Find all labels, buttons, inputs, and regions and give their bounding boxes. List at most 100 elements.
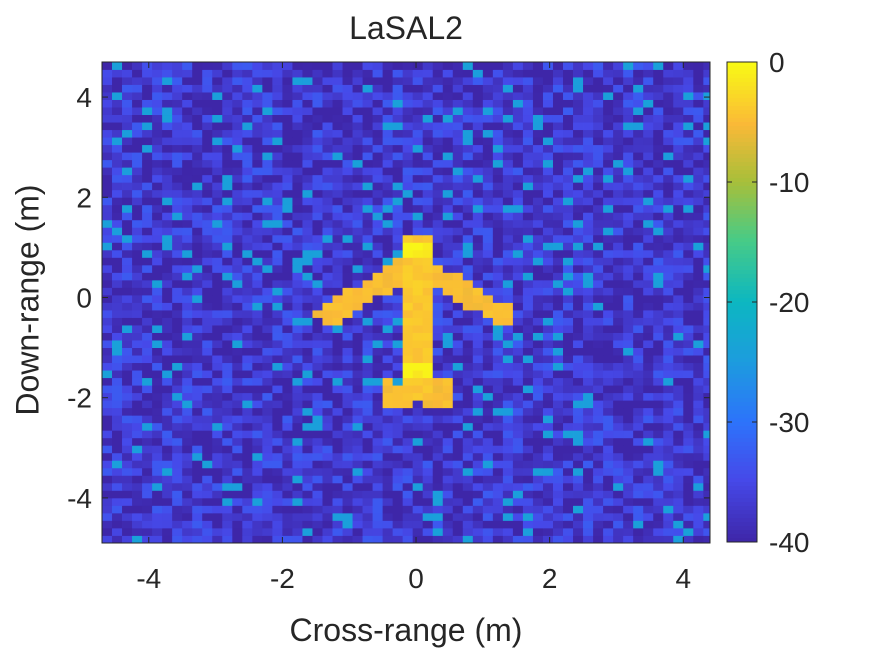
heatmap-cell <box>132 535 143 544</box>
heatmap-cell <box>703 92 711 100</box>
heatmap-cell <box>653 107 664 116</box>
heatmap-cell <box>693 497 704 506</box>
heatmap-cell <box>603 197 614 206</box>
heatmap-cell <box>462 415 474 424</box>
heatmap-cell <box>122 520 133 529</box>
heatmap-cell <box>192 362 203 371</box>
heatmap-cell <box>122 182 133 191</box>
colorbar-segment <box>727 278 757 283</box>
heatmap-cell <box>542 370 554 379</box>
heatmap-cell <box>502 490 514 499</box>
heatmap-cell <box>202 174 213 183</box>
heatmap-cell <box>613 167 624 176</box>
heatmap-cell <box>633 182 644 191</box>
heatmap-cell <box>302 362 313 371</box>
heatmap-cell <box>162 174 173 183</box>
heatmap-cell <box>623 159 634 168</box>
heatmap-cell <box>472 62 484 70</box>
heatmap-cell <box>432 460 444 469</box>
heatmap-cell <box>132 227 143 236</box>
heatmap-cell <box>623 370 634 379</box>
heatmap-cell <box>432 325 444 333</box>
heatmap-cell <box>563 392 574 401</box>
heatmap-cell <box>102 332 113 341</box>
heatmap-cell <box>212 242 223 251</box>
heatmap-cell <box>382 317 394 326</box>
heatmap-cell <box>563 189 574 198</box>
heatmap-cell <box>342 137 353 146</box>
heatmap-cell <box>272 257 283 266</box>
heatmap-cell <box>422 310 434 318</box>
heatmap-cell <box>362 294 373 303</box>
heatmap-cell <box>573 189 584 198</box>
heatmap-cell <box>292 114 303 123</box>
heatmap-cell <box>122 227 133 236</box>
heatmap-cell <box>442 377 454 386</box>
heatmap-cell <box>663 167 674 176</box>
heatmap-cell <box>142 204 153 213</box>
heatmap-cell <box>462 422 474 431</box>
heatmap-cell <box>312 287 323 296</box>
heatmap-cell <box>242 362 253 371</box>
heatmap-cell <box>102 407 113 416</box>
heatmap-cell <box>623 257 634 266</box>
heatmap-cell <box>312 107 323 116</box>
heatmap-cell <box>342 122 353 131</box>
heatmap-cell <box>583 362 594 371</box>
heatmap-cell <box>522 437 534 446</box>
heatmap-cell <box>172 234 183 243</box>
heatmap-cell <box>522 362 534 371</box>
heatmap-cell <box>573 122 584 131</box>
heatmap-cell <box>392 174 404 183</box>
heatmap-cell <box>542 302 554 311</box>
heatmap-cell <box>362 144 373 153</box>
heatmap-cell <box>633 294 644 303</box>
heatmap-cell <box>172 332 183 341</box>
heatmap-cell <box>332 355 343 364</box>
heatmap-cell <box>232 122 243 131</box>
heatmap-cell <box>623 445 634 454</box>
heatmap-cell <box>372 497 384 506</box>
heatmap-cell <box>142 520 153 529</box>
heatmap-cell <box>422 302 434 311</box>
heatmap-cell <box>552 62 564 70</box>
heatmap-cell <box>162 107 173 116</box>
heatmap-cell <box>542 264 554 273</box>
heatmap-cell <box>532 99 544 108</box>
colorbar-segment <box>727 390 757 395</box>
heatmap-cell <box>292 400 303 409</box>
heatmap-cell <box>653 347 664 356</box>
heatmap-cell <box>272 189 283 198</box>
heatmap-cell <box>552 392 564 401</box>
heatmap-cell <box>302 452 313 461</box>
heatmap-cell <box>502 527 514 536</box>
heatmap-cell <box>132 460 143 469</box>
heatmap-cell <box>392 107 404 116</box>
heatmap-cell <box>312 92 323 100</box>
heatmap-cell <box>412 272 424 281</box>
heatmap-cell <box>102 249 113 258</box>
heatmap-cell <box>492 497 504 506</box>
colorbar-segment <box>727 162 757 167</box>
heatmap-cell <box>392 189 404 198</box>
heatmap-cell <box>282 332 293 341</box>
heatmap-cell <box>643 407 654 416</box>
heatmap-cell <box>492 62 504 70</box>
heatmap-cell <box>162 227 173 236</box>
heatmap-cell <box>703 122 711 131</box>
heatmap-cell <box>322 182 333 191</box>
heatmap-cell <box>613 400 624 409</box>
heatmap-cell <box>242 212 253 221</box>
heatmap-cell <box>472 189 484 198</box>
heatmap-cell <box>673 69 684 78</box>
heatmap-cell <box>322 505 333 514</box>
heatmap-cell <box>442 99 454 108</box>
heatmap-cell <box>593 167 604 176</box>
heatmap-cell <box>102 497 113 506</box>
heatmap-cell <box>563 287 574 296</box>
heatmap-cell <box>462 482 474 491</box>
heatmap-cell <box>272 415 283 424</box>
heatmap-cell <box>603 62 614 70</box>
heatmap-cell <box>242 497 253 506</box>
colorbar-segment <box>727 346 757 351</box>
